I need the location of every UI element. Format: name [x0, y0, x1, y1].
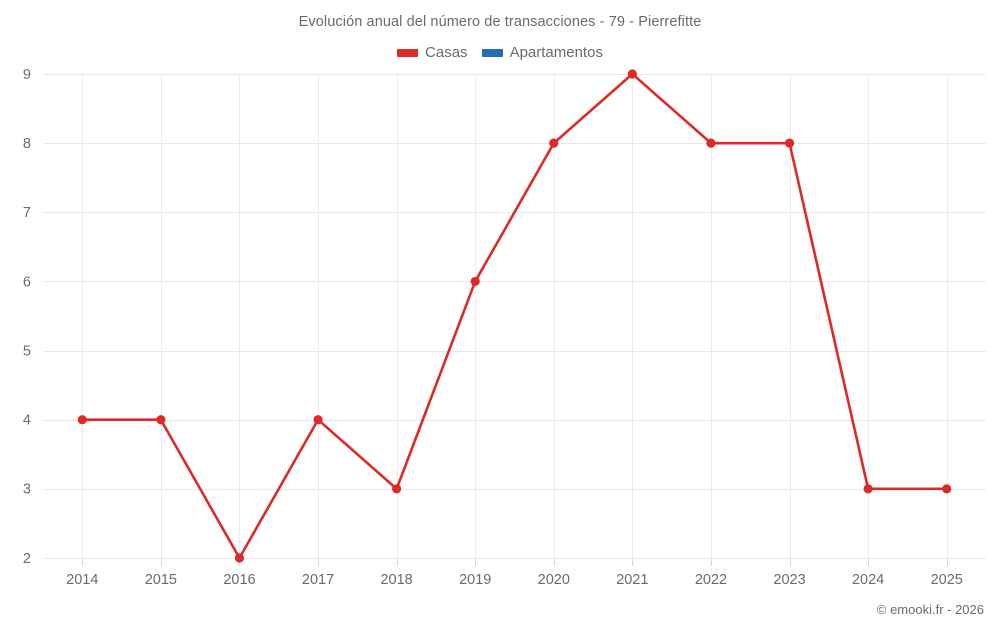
x-tick-label: 2015: [145, 572, 177, 588]
x-tick-label: 2025: [931, 572, 963, 588]
x-axis-labels: 2014 2015 2016 2017 2018 2019 2020 2021 2022 2023…: [66, 572, 963, 588]
data-point-marker[interactable]: [706, 138, 716, 148]
legend-swatch-apartamentos: [481, 48, 503, 57]
data-point-marker[interactable]: [627, 69, 637, 79]
y-axis-labels: 2 3 4 5 6 7 8 9: [23, 67, 31, 567]
data-point-marker[interactable]: [313, 415, 323, 425]
data-point-marker[interactable]: [392, 484, 402, 494]
chart-title: Evolución anual del número de transaccio…: [298, 14, 702, 30]
data-point-marker[interactable]: [470, 276, 480, 287]
legend-item-apartamentos[interactable]: Apartamentos: [481, 44, 603, 61]
chart-legend: Casas Apartamentos: [0, 44, 1000, 61]
y-tick-label: 2: [23, 551, 31, 567]
x-tick-label: 2014: [66, 572, 98, 588]
x-tickmarks: [82, 558, 948, 566]
data-point-marker[interactable]: [863, 484, 873, 494]
series-line-casas: [80, 72, 949, 560]
series-lines: [80, 72, 949, 560]
y-tick-label: 5: [23, 343, 31, 359]
x-tick-label: 2021: [616, 572, 648, 588]
data-point-marker[interactable]: [77, 415, 87, 425]
data-point-marker[interactable]: [234, 553, 245, 563]
legend-label-casas: Casas: [425, 44, 468, 61]
x-tick-label: 2023: [773, 572, 805, 588]
series-markers: [77, 69, 952, 563]
y-tick-label: 8: [23, 136, 31, 152]
y-tick-label: 4: [23, 413, 31, 429]
data-point-marker[interactable]: [549, 138, 559, 148]
y-tick-label: 9: [23, 67, 31, 83]
legend-item-casas[interactable]: Casas: [397, 44, 468, 61]
data-point-marker[interactable]: [784, 138, 795, 148]
y-tick-label: 3: [23, 482, 31, 498]
x-tick-label: 2019: [459, 572, 491, 588]
x-tick-label: 2024: [852, 572, 884, 588]
legend-swatch-casas: [397, 48, 419, 57]
y-gridlines: [43, 74, 986, 559]
legend-label-apartamentos: Apartamentos: [509, 44, 603, 61]
x-tick-label: 2020: [538, 572, 570, 588]
x-tick-label: 2022: [695, 572, 727, 588]
x-tick-label: 2018: [380, 572, 412, 588]
data-point-marker[interactable]: [156, 415, 166, 425]
y-tick-label: 7: [23, 205, 31, 221]
footer-copyright: © emooki.fr - 2026: [876, 602, 984, 617]
x-tick-label: 2017: [302, 572, 334, 588]
y-tick-label: 6: [23, 274, 31, 290]
x-tick-label: 2016: [223, 572, 255, 588]
data-point-marker[interactable]: [942, 484, 952, 494]
x-gridlines: [82, 74, 948, 558]
